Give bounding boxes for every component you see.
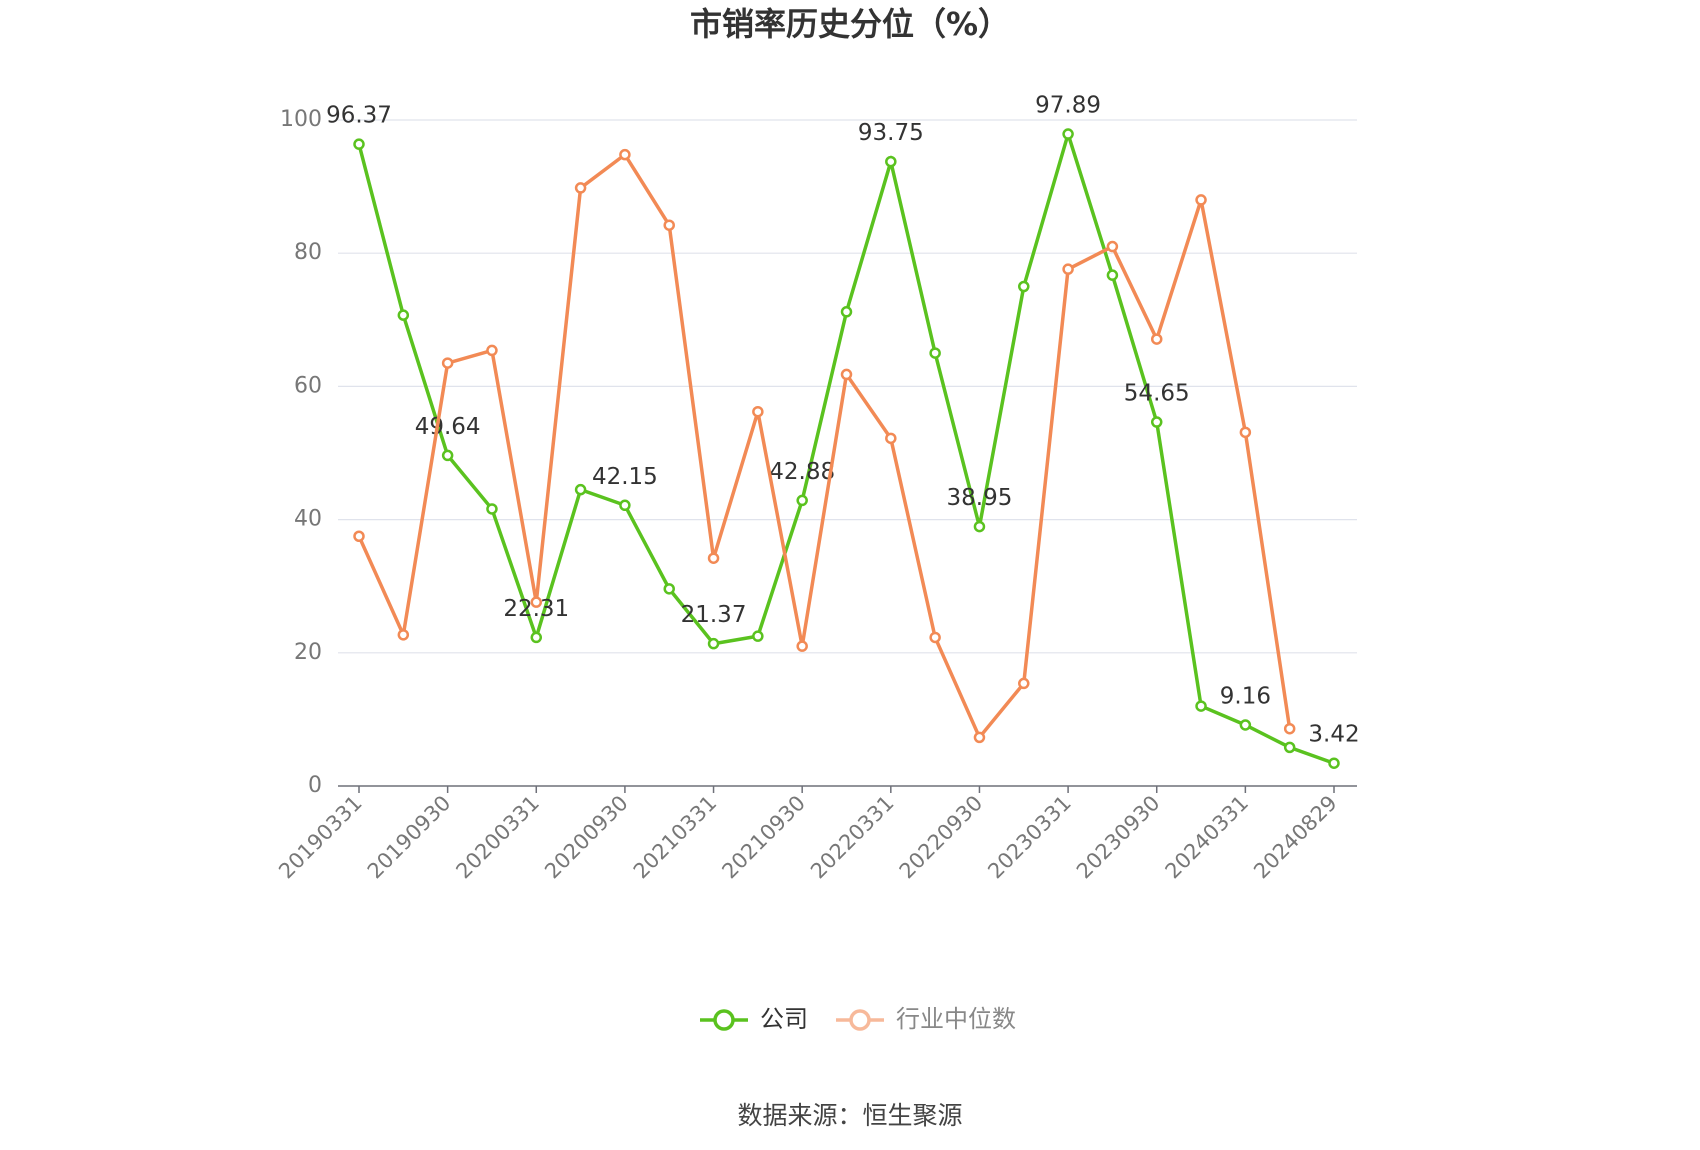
legend-item: 公司 [700, 1005, 808, 1033]
point [929, 347, 941, 359]
point [1283, 722, 1296, 735]
legend-label: 公司 [760, 1005, 808, 1033]
x-tick-label: 20240829 [1249, 791, 1342, 884]
y-tick-label: 20 [294, 640, 322, 665]
x-tick-label: 20210331 [629, 791, 722, 884]
data-label: 42.15 [592, 464, 658, 490]
point [929, 631, 941, 644]
point [1195, 194, 1207, 206]
point [1150, 333, 1163, 345]
data-label: 3.42 [1308, 722, 1359, 748]
point [441, 357, 454, 369]
data-label: 38.95 [947, 485, 1013, 511]
y-tick-label: 60 [294, 373, 322, 398]
data-label: 93.75 [858, 120, 924, 146]
point [1328, 757, 1340, 769]
x-tick-label: 20230930 [1072, 791, 1165, 884]
x-tick-label: 20220331 [806, 791, 899, 884]
series-line [357, 152, 1292, 741]
data-label: 54.65 [1124, 381, 1190, 407]
point [752, 630, 764, 642]
series-line [357, 128, 1335, 765]
point [1106, 240, 1119, 253]
x-tick-label: 20190930 [363, 791, 456, 884]
point [574, 483, 587, 496]
point [663, 219, 675, 231]
x-tick-label: 20240331 [1161, 791, 1254, 884]
point [1062, 128, 1074, 140]
point [530, 596, 543, 608]
point [796, 494, 808, 507]
point [1150, 416, 1163, 428]
legend-item: 行业中位数 [836, 1005, 1016, 1033]
y-tick-label: 0 [308, 773, 322, 798]
x-tick-label: 20200930 [540, 791, 633, 884]
legend-marker [849, 1009, 871, 1031]
point [486, 503, 498, 515]
point [707, 637, 720, 650]
point [574, 182, 587, 194]
point [353, 138, 365, 150]
data-label: 42.88 [769, 459, 835, 485]
point [397, 629, 410, 641]
data-label: 97.89 [1035, 93, 1101, 119]
x-tick-label: 20200331 [451, 791, 544, 884]
point [619, 148, 631, 161]
point [1018, 677, 1030, 690]
x-tick-label: 20210930 [717, 791, 810, 884]
point [885, 432, 897, 445]
point [1283, 741, 1296, 754]
legend-marker [713, 1009, 735, 1031]
legend-label: 行业中位数 [896, 1005, 1016, 1033]
point [1106, 269, 1119, 281]
x-tick-label: 20190331 [274, 791, 367, 884]
data-label: 21.37 [681, 602, 747, 628]
point [973, 520, 986, 533]
point [530, 631, 543, 644]
data-label: 9.16 [1220, 683, 1271, 709]
y-tick-label: 80 [294, 240, 322, 265]
point [441, 449, 454, 462]
point [1239, 719, 1252, 731]
point [486, 344, 498, 357]
point [397, 309, 410, 321]
point [840, 306, 853, 318]
y-tick-label: 100 [280, 107, 322, 132]
point [752, 405, 764, 418]
point [353, 530, 365, 542]
x-tick-label: 20220930 [895, 791, 988, 884]
point [1018, 280, 1030, 293]
data-label: 49.64 [415, 414, 481, 440]
point [1195, 700, 1207, 712]
point [619, 499, 631, 512]
point [663, 583, 675, 595]
point [973, 731, 986, 744]
x-tick-label: 20230331 [983, 791, 1076, 884]
point [885, 155, 897, 168]
point [796, 640, 808, 652]
point [707, 552, 720, 564]
y-tick-label: 40 [294, 507, 322, 532]
point [1062, 263, 1074, 275]
data-label: 96.37 [326, 103, 392, 129]
point [840, 368, 853, 381]
source: 数据来源：恒生聚源 [737, 1101, 962, 1130]
chart-title: 市销率历史分位（%） [690, 5, 1010, 43]
point [1239, 426, 1252, 439]
